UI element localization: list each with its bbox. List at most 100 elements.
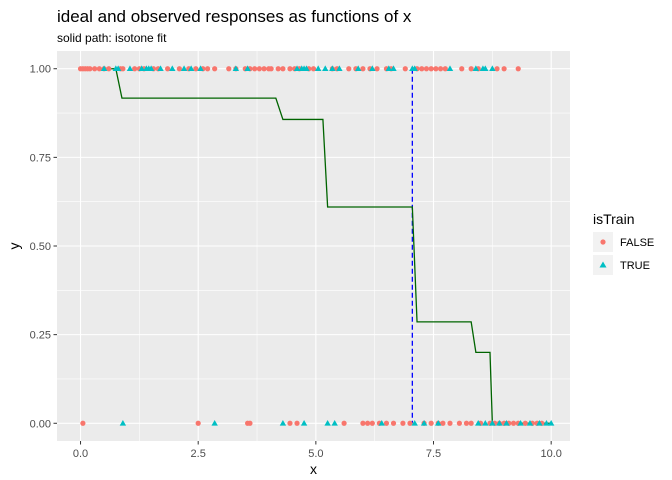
data-point-false [212, 66, 218, 72]
x-tick-label: 7.5 [426, 448, 441, 460]
x-tick-label: 2.5 [191, 448, 206, 460]
data-point-true [197, 65, 204, 72]
data-point-false [261, 66, 267, 72]
data-point-false [205, 66, 211, 72]
data-point-true [390, 65, 397, 72]
data-point-true [336, 65, 343, 72]
data-point-false [456, 420, 462, 426]
data-point-true [355, 65, 362, 72]
data-point-false [92, 66, 98, 72]
data-point-false [287, 420, 293, 426]
x-axis-title: x [310, 461, 317, 477]
legend-key-false-circle [600, 239, 606, 245]
data-point-false [195, 420, 201, 426]
data-point-true [446, 65, 454, 72]
data-point-false [252, 66, 258, 72]
data-point-true [180, 65, 188, 72]
data-point-false [510, 420, 517, 426]
data-point-false [522, 420, 528, 426]
data-point-true [279, 419, 287, 426]
data-point-true [187, 65, 195, 72]
isotone-fit-group [80, 68, 552, 424]
data-point-true [536, 419, 543, 426]
data-point-false [447, 420, 453, 426]
data-point-true [435, 419, 442, 426]
data-point-true [482, 65, 489, 72]
x-axis: 0.0 2.5 5.0 7.5 10.0 [73, 441, 562, 460]
data-point-true [411, 65, 418, 72]
chart-title: ideal and observed responses as function… [57, 7, 412, 26]
data-point-false [407, 420, 413, 426]
x-tick-label: 5.0 [308, 448, 323, 460]
y-tick-label: 0.50 [30, 241, 51, 253]
data-point-true [517, 419, 524, 426]
data-point-true [482, 419, 489, 426]
isotone-fit-line [80, 68, 552, 424]
data-point-true [324, 419, 331, 426]
data-point-false [459, 66, 465, 72]
data-point-false [275, 66, 281, 72]
data-point-false [294, 420, 300, 426]
legend: isTrain FALSE TRUE [593, 211, 654, 275]
data-point-true [211, 419, 218, 426]
data-point-false [468, 420, 474, 426]
legend-label-true: TRUE [620, 260, 650, 272]
data-point-false [419, 66, 425, 72]
data-point-false [428, 66, 434, 72]
data-point-false [193, 66, 199, 72]
data-point-false [280, 66, 286, 72]
data-point-false [287, 66, 293, 72]
data-point-true [126, 65, 134, 72]
data-point-true [169, 65, 176, 72]
data-point-true [385, 65, 393, 72]
data-point-false [442, 66, 448, 72]
data-point-false [360, 420, 366, 426]
data-point-false [87, 66, 93, 72]
data-point-false [402, 66, 408, 72]
data-point-true [543, 419, 550, 426]
data-point-true [526, 419, 534, 426]
data-point-false [390, 420, 397, 426]
data-point-true [378, 419, 385, 426]
data-point-true [369, 65, 376, 72]
data-point-true [496, 419, 503, 426]
data-point-false [468, 66, 474, 72]
y-tick-label: 0.25 [30, 330, 51, 342]
data-point-true [475, 419, 482, 426]
data-point-false [383, 420, 390, 426]
data-point-false [440, 420, 446, 426]
legend-key-true-triangle [599, 261, 607, 268]
data-point-true [157, 65, 164, 72]
data-point-true [547, 419, 555, 426]
x-tick-label: 10.0 [540, 448, 561, 460]
data-point-true [503, 419, 510, 426]
data-point-false [515, 66, 521, 72]
data-point-true [244, 65, 251, 72]
data-point-false [433, 66, 439, 72]
data-point-true [147, 65, 155, 72]
y-axis: 0.00 0.25 0.50 0.75 1.00 [30, 64, 57, 430]
data-point-true [322, 65, 329, 72]
data-point-false [120, 66, 126, 72]
data-point-false [374, 66, 380, 72]
legend-title: isTrain [593, 211, 635, 227]
data-point-true [472, 65, 480, 72]
data-point-false [346, 66, 352, 72]
data-point-false [165, 66, 171, 72]
data-point-true [100, 65, 108, 72]
data-point-false [96, 66, 102, 72]
data-point-false [437, 66, 444, 72]
legend-label-false: FALSE [620, 237, 654, 249]
data-point-false [226, 66, 232, 72]
data-point-true [119, 419, 127, 426]
y-tick-label: 1.00 [30, 64, 51, 76]
data-point-true [489, 419, 496, 426]
data-point-true [315, 65, 322, 72]
data-point-false [400, 420, 406, 426]
data-point-true [114, 65, 122, 72]
points-group [77, 65, 555, 426]
y-axis-title: y [6, 243, 22, 250]
data-point-true [300, 419, 308, 426]
data-point-true [329, 65, 336, 72]
